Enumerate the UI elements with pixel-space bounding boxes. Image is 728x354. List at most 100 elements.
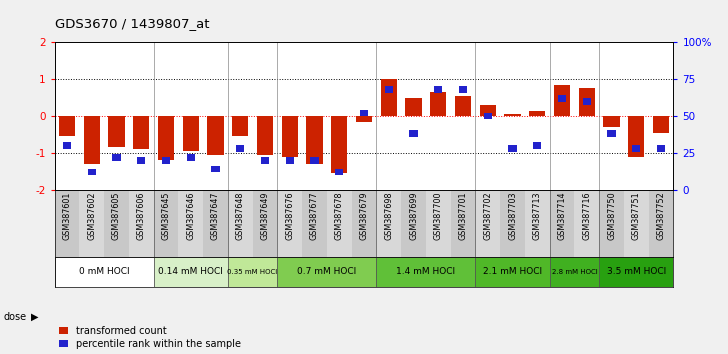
Text: 0.35 mM HOCl: 0.35 mM HOCl (227, 269, 278, 275)
Bar (277, 190, 302, 257)
Bar (653, 116, 669, 133)
Text: GSM387646: GSM387646 (186, 192, 195, 240)
Bar (525, 190, 550, 257)
Bar (529, 110, 545, 116)
Bar (352, 190, 376, 257)
Text: GSM387713: GSM387713 (533, 192, 542, 240)
Bar (430, 92, 446, 116)
Text: GSM387647: GSM387647 (211, 192, 220, 240)
Text: GSM387677: GSM387677 (310, 192, 319, 240)
Bar (55, 257, 154, 287)
Text: GSM387700: GSM387700 (434, 192, 443, 240)
Bar (459, 86, 467, 93)
Bar (599, 190, 624, 257)
Text: GSM387703: GSM387703 (508, 192, 517, 240)
Bar (376, 257, 475, 287)
Bar (59, 116, 75, 136)
Text: GSM387750: GSM387750 (607, 192, 616, 240)
Text: dose: dose (4, 312, 27, 322)
Legend: transformed count, percentile rank within the sample: transformed count, percentile rank withi… (60, 326, 241, 349)
Bar (554, 85, 570, 116)
Text: GSM387645: GSM387645 (162, 192, 170, 240)
Bar (207, 116, 223, 155)
Text: GSM387702: GSM387702 (483, 192, 492, 240)
Text: GSM387698: GSM387698 (384, 192, 393, 240)
Bar (384, 86, 393, 93)
Bar (607, 130, 616, 137)
Bar (550, 257, 599, 287)
Bar (129, 190, 154, 257)
Text: GSM387678: GSM387678 (335, 192, 344, 240)
Bar (133, 116, 149, 149)
Text: 1.4 mM HOCl: 1.4 mM HOCl (396, 267, 456, 276)
Bar (381, 79, 397, 116)
Bar (376, 190, 401, 257)
Bar (426, 190, 451, 257)
Bar (79, 190, 104, 257)
Bar (203, 190, 228, 257)
Text: GSM387751: GSM387751 (632, 192, 641, 240)
Bar (360, 110, 368, 116)
Bar (236, 145, 245, 152)
Bar (112, 154, 121, 161)
Text: GSM387606: GSM387606 (137, 192, 146, 240)
Bar (533, 142, 542, 149)
Bar (632, 145, 641, 152)
Text: GSM387699: GSM387699 (409, 192, 418, 240)
Bar (55, 190, 79, 257)
Bar (306, 116, 323, 164)
Bar (228, 257, 277, 287)
Bar (550, 190, 574, 257)
Bar (154, 190, 178, 257)
Bar (108, 116, 124, 147)
Bar (401, 190, 426, 257)
Bar (84, 116, 100, 164)
Bar (302, 190, 327, 257)
Bar (162, 157, 170, 164)
Bar (183, 116, 199, 151)
Bar (649, 190, 673, 257)
Bar (604, 116, 620, 127)
Bar (434, 86, 443, 93)
Text: GSM387649: GSM387649 (261, 192, 269, 240)
Bar (508, 145, 517, 152)
Bar (277, 257, 376, 287)
Text: 3.5 mM HOCl: 3.5 mM HOCl (606, 267, 666, 276)
Bar (327, 190, 352, 257)
Bar (158, 116, 174, 160)
Bar (409, 130, 418, 137)
Text: 2.8 mM HOCl: 2.8 mM HOCl (552, 269, 597, 275)
Bar (331, 116, 347, 173)
Bar (154, 257, 228, 287)
Bar (228, 190, 253, 257)
Text: ▶: ▶ (31, 312, 38, 322)
Bar (257, 116, 273, 155)
Bar (253, 190, 277, 257)
Text: GSM387676: GSM387676 (285, 192, 294, 240)
Text: GSM387714: GSM387714 (558, 192, 566, 240)
Bar (104, 190, 129, 257)
Bar (232, 116, 248, 136)
Bar (356, 116, 372, 122)
Bar (310, 157, 319, 164)
Text: GSM387602: GSM387602 (87, 192, 96, 240)
Bar (558, 95, 566, 102)
Text: GSM387679: GSM387679 (360, 192, 368, 240)
Bar (599, 257, 673, 287)
Bar (480, 105, 496, 116)
Text: GSM387648: GSM387648 (236, 192, 245, 240)
Bar (405, 98, 422, 116)
Bar (475, 257, 550, 287)
Bar (483, 113, 492, 119)
Bar (500, 190, 525, 257)
Bar (87, 169, 96, 175)
Bar (285, 157, 294, 164)
Text: 0 mM HOCl: 0 mM HOCl (79, 267, 130, 276)
Bar (475, 190, 500, 257)
Text: GSM387716: GSM387716 (582, 192, 591, 240)
Bar (137, 157, 146, 164)
Bar (574, 190, 599, 257)
Text: GDS3670 / 1439807_at: GDS3670 / 1439807_at (55, 17, 209, 30)
Bar (657, 145, 665, 152)
Text: GSM387701: GSM387701 (459, 192, 467, 240)
